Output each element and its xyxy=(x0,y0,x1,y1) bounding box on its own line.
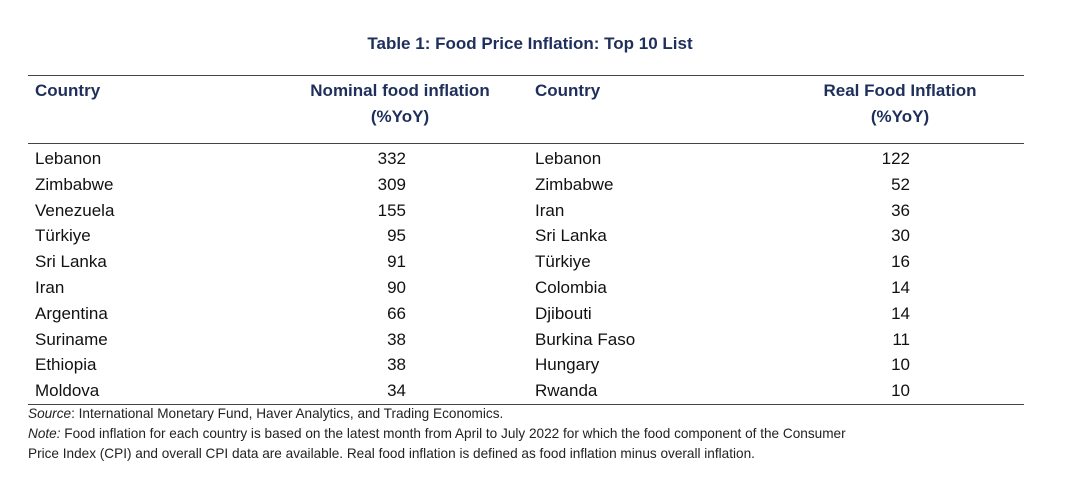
header-rule xyxy=(28,143,1024,144)
cell-nominal-value: 155 xyxy=(377,200,406,220)
header-country-real: Country xyxy=(535,81,601,100)
cell-nominal-value: 95 xyxy=(387,226,406,246)
source-label: Source xyxy=(28,406,72,421)
cell-nominal-value: 332 xyxy=(377,149,406,168)
table-row: Argentina 66 Djibouti 14 xyxy=(0,301,1068,327)
cell-country-real: Rwanda xyxy=(535,381,598,401)
cell-nominal-value: 38 xyxy=(387,355,406,375)
cell-country-nominal: Iran xyxy=(35,277,65,297)
table-row: Suriname 38 Burkina Faso 11 xyxy=(0,327,1068,353)
cell-nominal-value: 90 xyxy=(387,277,406,297)
source-text: : International Monetary Fund, Haver Ana… xyxy=(71,406,504,421)
table-title: Table 1: Food Price Inflation: Top 10 Li… xyxy=(367,34,693,53)
cell-country-nominal: Moldova xyxy=(35,381,100,401)
cell-real-value: 16 xyxy=(891,252,910,272)
header-real-food-inflation: Real Food Inflation (%YoY) xyxy=(795,78,1005,130)
table-row: Moldova 34 Rwanda 10 xyxy=(0,378,1068,404)
cell-nominal-value: 309 xyxy=(377,174,406,194)
header-nominal-food-inflation: Nominal food inflation (%YoY) xyxy=(288,78,512,130)
top-rule xyxy=(28,75,1024,76)
header-nominal-line1: Nominal food inflation xyxy=(310,81,490,100)
cell-country-real: Colombia xyxy=(535,277,607,297)
cell-country-real: Lebanon xyxy=(535,149,602,168)
header-country-nominal: Country xyxy=(35,81,101,100)
header-real-line1: Real Food Inflation xyxy=(823,81,977,100)
cell-country-nominal: Suriname xyxy=(35,329,108,349)
note-text-1: Food inflation for each country is based… xyxy=(60,426,846,441)
note-line-1: Note: Food inflation for each country is… xyxy=(28,424,1028,444)
note-label: Note: xyxy=(28,426,61,441)
cell-nominal-value: 38 xyxy=(387,329,406,349)
table-row: Iran 90 Colombia 14 xyxy=(0,275,1068,301)
cell-real-value: 52 xyxy=(891,174,910,194)
cell-country-real: Türkiye xyxy=(535,252,591,272)
bottom-rule xyxy=(28,404,1024,405)
cell-real-value: 10 xyxy=(891,355,910,375)
cell-country-real: Burkina Faso xyxy=(535,329,636,349)
table-row: Lebanon 332 Lebanon 122 xyxy=(0,146,1068,172)
cell-country-real: Hungary xyxy=(535,355,600,375)
cell-real-value: 10 xyxy=(891,381,910,401)
source-line: Source: International Monetary Fund, Hav… xyxy=(28,404,1028,424)
cell-real-value: 122 xyxy=(881,149,910,168)
cell-country-nominal: Lebanon xyxy=(35,149,102,168)
header-nominal-line2: (%YoY) xyxy=(370,107,430,126)
table-row: Türkiye 95 Sri Lanka 30 xyxy=(0,223,1068,249)
cell-country-real: Zimbabwe xyxy=(535,174,614,194)
cell-real-value: 11 xyxy=(892,329,910,349)
cell-country-nominal: Argentina xyxy=(35,303,108,323)
table-row: Sri Lanka 91 Türkiye 16 xyxy=(0,249,1068,275)
table-row: Ethiopia 38 Hungary 10 xyxy=(0,352,1068,378)
cell-nominal-value: 34 xyxy=(387,381,406,401)
table-notes: Source: International Monetary Fund, Hav… xyxy=(28,404,1028,464)
cell-country-nominal: Sri Lanka xyxy=(35,252,107,272)
cell-country-nominal: Türkiye xyxy=(35,226,91,246)
cell-country-nominal: Ethiopia xyxy=(35,355,97,375)
cell-country-real: Djibouti xyxy=(535,303,592,323)
cell-nominal-value: 66 xyxy=(387,303,406,323)
table-body: Lebanon 332 Lebanon 122 Zimbabwe 309 Zimbabwe 5… xyxy=(0,146,1068,404)
cell-real-value: 36 xyxy=(891,200,910,220)
cell-country-nominal: Venezuela xyxy=(35,200,115,220)
cell-country-real: Sri Lanka xyxy=(535,226,607,246)
cell-country-nominal: Zimbabwe xyxy=(35,174,114,194)
cell-real-value: 14 xyxy=(891,277,910,297)
cell-real-value: 14 xyxy=(891,303,910,323)
cell-nominal-value: 91 xyxy=(387,252,406,272)
cell-country-real: Iran xyxy=(535,200,565,220)
cell-real-value: 30 xyxy=(891,226,910,246)
table-row: Zimbabwe 309 Zimbabwe 52 xyxy=(0,172,1068,198)
note-line-2: Price Index (CPI) and overall CPI data a… xyxy=(28,446,755,461)
header-real-line2: (%YoY) xyxy=(870,107,930,126)
table-row: Venezuela 155 Iran 36 xyxy=(0,198,1068,224)
